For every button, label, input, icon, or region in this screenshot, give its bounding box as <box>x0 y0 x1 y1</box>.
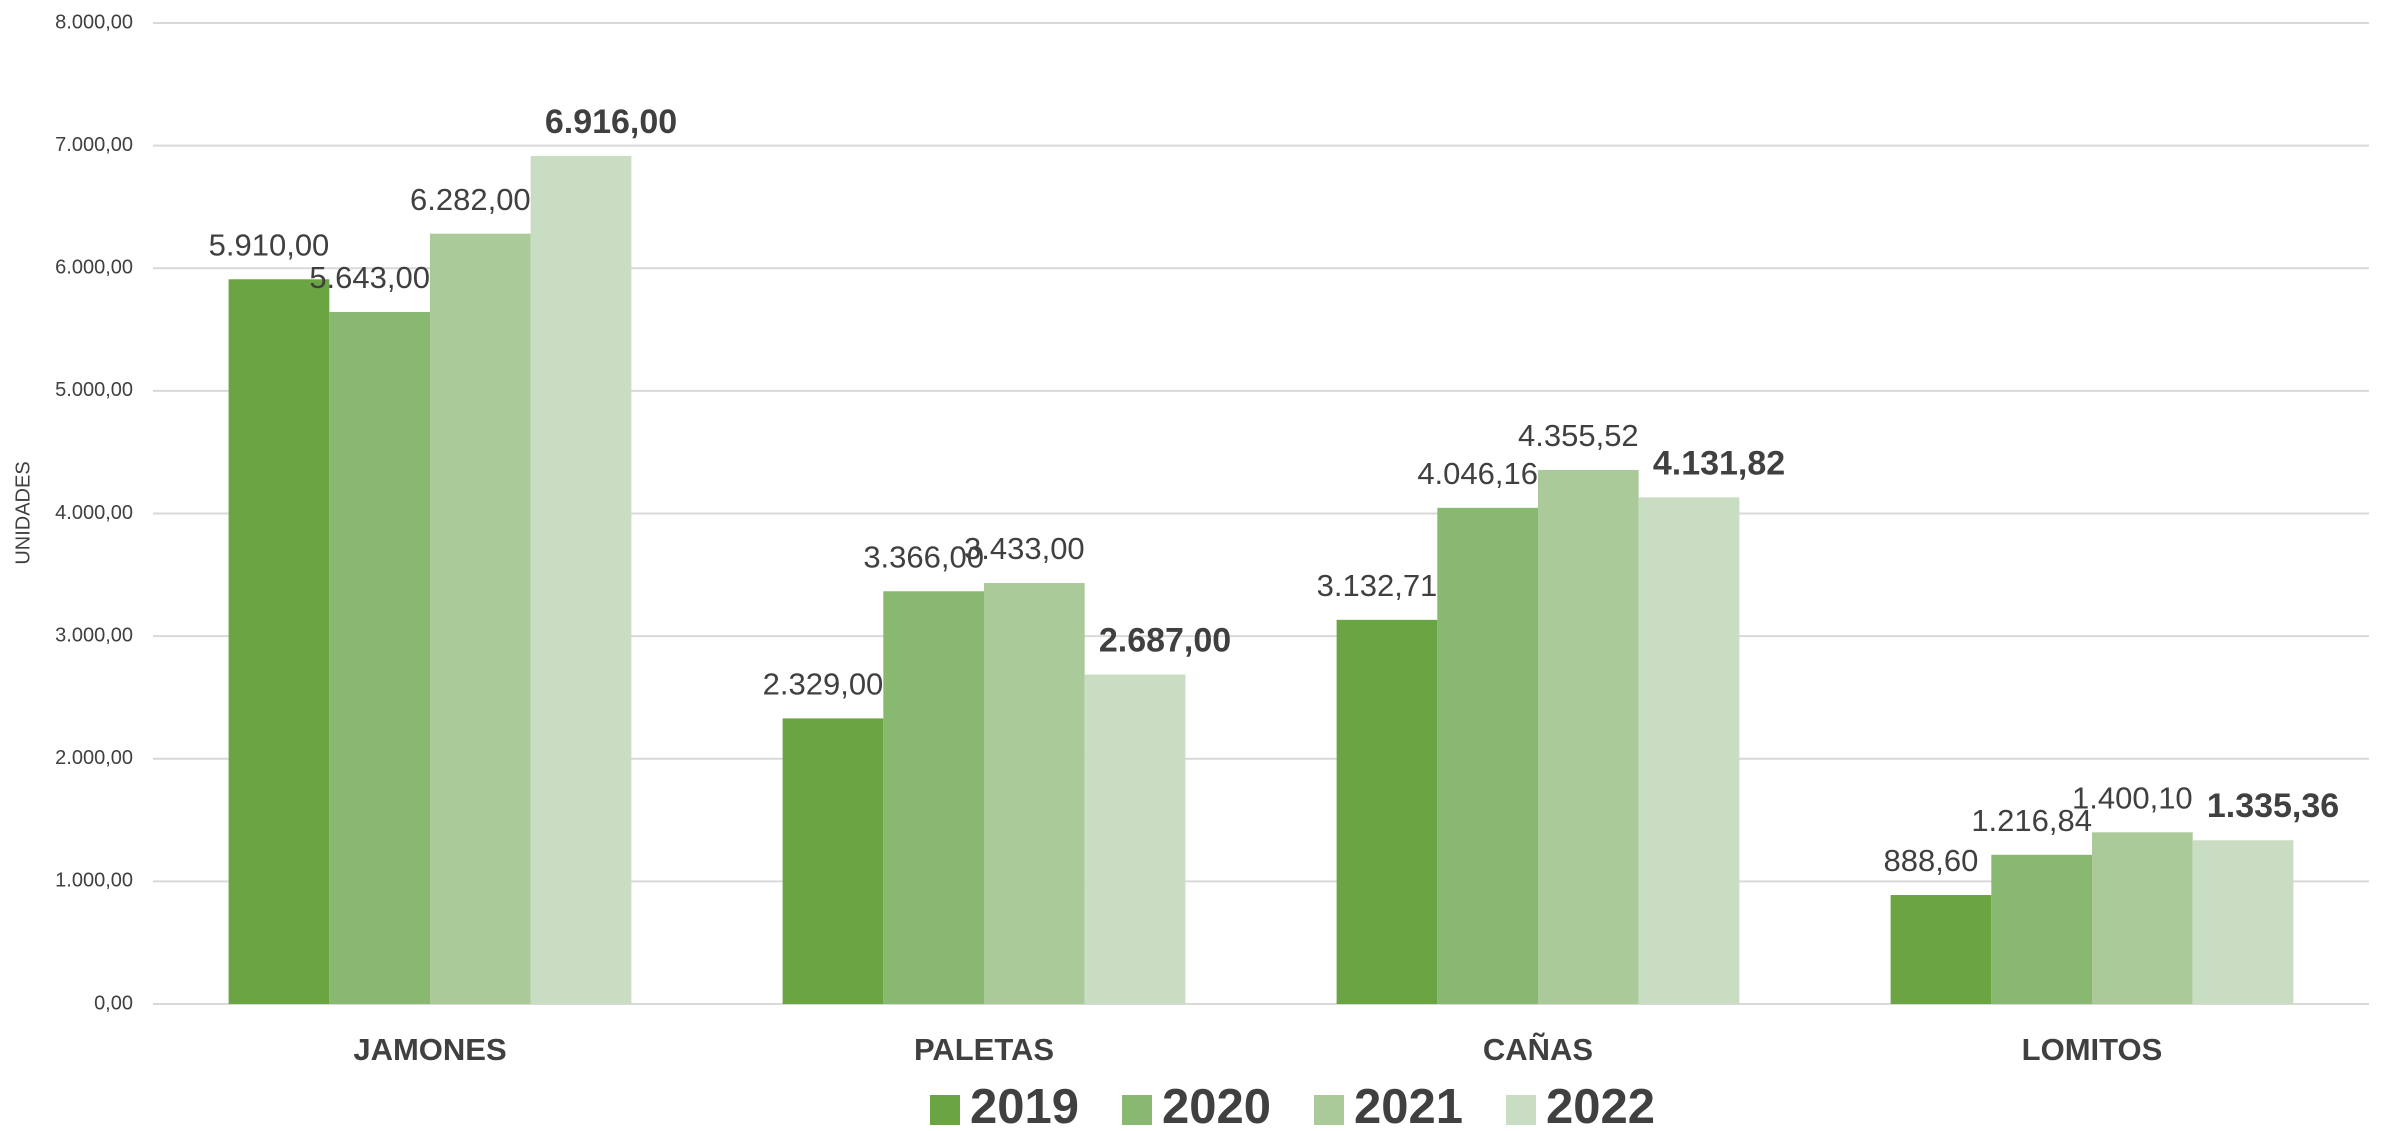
x-tick-label: CAÑAS <box>1483 1032 1593 1067</box>
x-tick-label: LOMITOS <box>2022 1032 2163 1067</box>
y-tick-label: 3.000,00 <box>55 624 133 646</box>
data-label: 3.433,00 <box>964 531 1085 566</box>
data-label: 888,60 <box>1884 843 1979 878</box>
data-label: 4.046,16 <box>1417 456 1538 491</box>
legend-swatch <box>1122 1095 1152 1125</box>
data-label: 3.132,71 <box>1317 568 1438 603</box>
bar <box>984 583 1085 1004</box>
bar <box>2192 840 2294 1004</box>
legend-swatch <box>930 1095 960 1125</box>
data-label: 6.916,00 <box>545 103 677 141</box>
bar <box>883 591 984 1004</box>
bar <box>1638 497 1740 1004</box>
bar <box>1336 619 1438 1004</box>
y-tick-label: 2.000,00 <box>55 747 133 769</box>
data-label: 4.355,52 <box>1518 418 1639 453</box>
y-axis-label: UNIDADES <box>12 461 34 564</box>
x-tick-label: PALETAS <box>914 1032 1054 1067</box>
legend-swatch <box>1314 1095 1344 1125</box>
y-tick-label: 8.000,00 <box>55 11 133 33</box>
data-label: 1.400,10 <box>2072 781 2193 816</box>
data-label: 5.910,00 <box>209 227 330 262</box>
legend-label: 2022 <box>1546 1080 1655 1131</box>
bar <box>228 279 330 1004</box>
bar <box>1437 507 1538 1004</box>
data-label: 1.335,36 <box>2207 787 2339 825</box>
data-label: 2.687,00 <box>1099 621 1231 659</box>
y-tick-label: 0,00 <box>94 992 133 1014</box>
bar <box>1890 895 1992 1004</box>
legend-label: 2021 <box>1354 1080 1463 1131</box>
y-tick-label: 7.000,00 <box>55 134 133 156</box>
legend-label: 2020 <box>1162 1080 1271 1131</box>
bar <box>1084 674 1186 1004</box>
data-label: 5.643,00 <box>309 260 430 295</box>
bar <box>329 312 430 1005</box>
bar <box>2092 832 2193 1004</box>
y-tick-label: 5.000,00 <box>55 379 133 401</box>
data-label: 6.282,00 <box>410 182 531 217</box>
data-label: 3.366,00 <box>863 539 984 574</box>
data-label: 2.329,00 <box>763 667 884 702</box>
y-tick-label: 4.000,00 <box>55 502 133 524</box>
bar <box>530 155 632 1004</box>
bar <box>782 718 884 1004</box>
data-label: 1.216,84 <box>1971 803 2092 838</box>
legend-label: 2019 <box>970 1080 1079 1131</box>
bar <box>1991 854 2092 1004</box>
data-label: 4.131,82 <box>1653 444 1785 482</box>
legend-swatch <box>1506 1095 1536 1125</box>
bar <box>430 233 531 1005</box>
x-tick-label: JAMONES <box>353 1032 506 1067</box>
y-tick-label: 6.000,00 <box>55 257 133 279</box>
bar <box>1538 469 1639 1004</box>
y-tick-label: 1.000,00 <box>55 870 133 892</box>
